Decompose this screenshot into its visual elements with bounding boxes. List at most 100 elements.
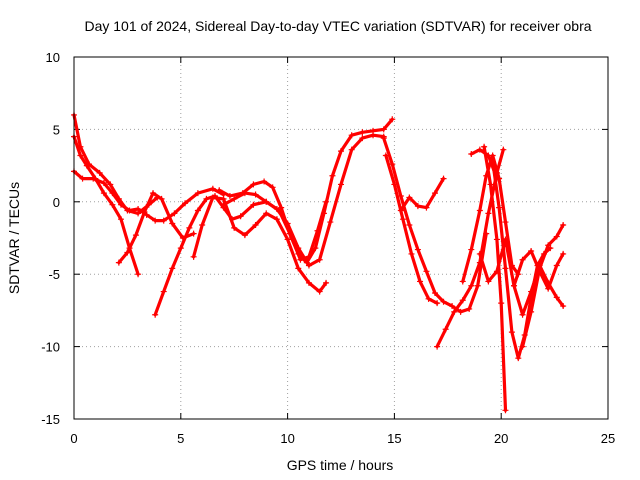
data-point-marker — [77, 152, 84, 159]
data-point-marker — [382, 152, 389, 159]
data-point-marker — [231, 195, 238, 202]
data-point-marker — [476, 250, 483, 257]
data-point-marker — [560, 221, 567, 228]
data-point-marker — [312, 245, 319, 252]
y-tick-label: 0 — [53, 195, 60, 210]
series-trace-11 — [397, 175, 447, 214]
data-point-marker — [397, 207, 404, 214]
x-tick-label: 0 — [70, 431, 77, 446]
data-point-marker — [320, 210, 327, 217]
y-tick-labels: -15 -10 -5 0 5 10 — [41, 50, 60, 427]
data-point-marker — [487, 181, 494, 188]
y-tick-label: 5 — [53, 122, 60, 137]
data-series — [71, 111, 567, 414]
data-point-marker — [160, 217, 167, 224]
data-point-marker — [476, 146, 483, 153]
data-point-marker — [359, 129, 366, 136]
data-point-marker — [135, 206, 142, 213]
data-point-marker — [348, 132, 355, 139]
data-point-marker — [284, 220, 291, 227]
data-point-marker — [186, 224, 193, 231]
data-point-marker — [269, 184, 276, 191]
y-tick-label: -15 — [41, 412, 60, 427]
data-point-marker — [107, 181, 114, 188]
data-point-marker — [414, 246, 421, 253]
x-tick-label: 10 — [280, 431, 294, 446]
data-point-marker — [476, 207, 483, 214]
data-point-marker — [502, 219, 509, 226]
data-point-marker — [194, 207, 201, 214]
series-line — [192, 195, 328, 294]
y-axis-label: SDTVAR / TECUs — [6, 182, 22, 294]
series-line — [72, 169, 226, 223]
data-point-marker — [457, 308, 464, 315]
data-point-marker — [132, 232, 139, 239]
data-point-marker — [135, 271, 142, 278]
y-tick-label: -10 — [41, 340, 60, 355]
data-point-marker — [389, 161, 396, 168]
data-point-marker — [117, 216, 124, 223]
data-point-marker — [182, 200, 189, 207]
data-point-marker — [194, 190, 201, 197]
data-point-marker — [515, 355, 522, 362]
data-point-marker — [250, 181, 257, 188]
data-point-marker — [263, 210, 270, 217]
data-point-marker — [359, 135, 366, 142]
grid — [74, 57, 608, 419]
data-point-marker — [305, 262, 312, 269]
data-point-marker — [329, 172, 336, 179]
data-point-marker — [423, 204, 430, 211]
data-point-marker — [226, 193, 233, 200]
data-point-marker — [485, 210, 492, 217]
data-point-marker — [434, 343, 441, 350]
data-point-marker — [498, 300, 505, 307]
data-point-marker — [177, 245, 184, 252]
series-trace-17 — [476, 236, 567, 318]
data-point-marker — [109, 190, 116, 197]
data-point-marker — [150, 190, 157, 197]
data-point-marker — [431, 290, 438, 297]
y-tick-label: -5 — [48, 267, 60, 282]
data-point-marker — [338, 148, 344, 155]
axis-ticks — [73, 56, 609, 420]
series-trace-8 — [220, 132, 387, 269]
data-point-marker — [489, 158, 496, 165]
data-point-marker — [295, 245, 302, 252]
data-point-marker — [141, 208, 148, 215]
data-point-marker — [220, 201, 227, 208]
data-point-marker — [502, 236, 509, 243]
data-point-marker — [442, 326, 449, 333]
data-point-marker — [528, 248, 535, 255]
data-point-marker — [440, 175, 447, 182]
data-point-marker — [171, 210, 178, 217]
x-tick-label: 5 — [177, 431, 184, 446]
data-point-marker — [231, 224, 238, 231]
data-point-marker — [263, 198, 270, 205]
data-point-marker — [305, 279, 312, 286]
data-point-marker — [216, 187, 223, 194]
plot-frame — [73, 56, 609, 420]
data-point-marker — [241, 190, 248, 197]
data-point-marker — [536, 268, 543, 275]
series-line — [399, 177, 446, 213]
data-point-marker — [124, 249, 131, 256]
data-point-marker — [79, 175, 86, 182]
data-point-marker — [323, 279, 330, 286]
data-point-marker — [417, 278, 424, 285]
data-point-marker — [209, 185, 216, 192]
data-point-marker — [241, 232, 248, 239]
data-point-marker — [553, 262, 560, 269]
data-point-marker — [109, 201, 116, 208]
data-point-marker — [451, 308, 458, 315]
data-point-marker — [126, 207, 133, 214]
data-point-marker — [169, 265, 176, 272]
data-point-marker — [500, 146, 507, 153]
data-point-marker — [519, 311, 526, 318]
series-line — [72, 113, 159, 215]
series-trace-13 — [459, 152, 522, 285]
data-point-marker — [370, 132, 377, 139]
data-point-marker — [423, 268, 430, 275]
data-point-marker — [560, 303, 567, 310]
data-point-marker — [117, 201, 124, 208]
